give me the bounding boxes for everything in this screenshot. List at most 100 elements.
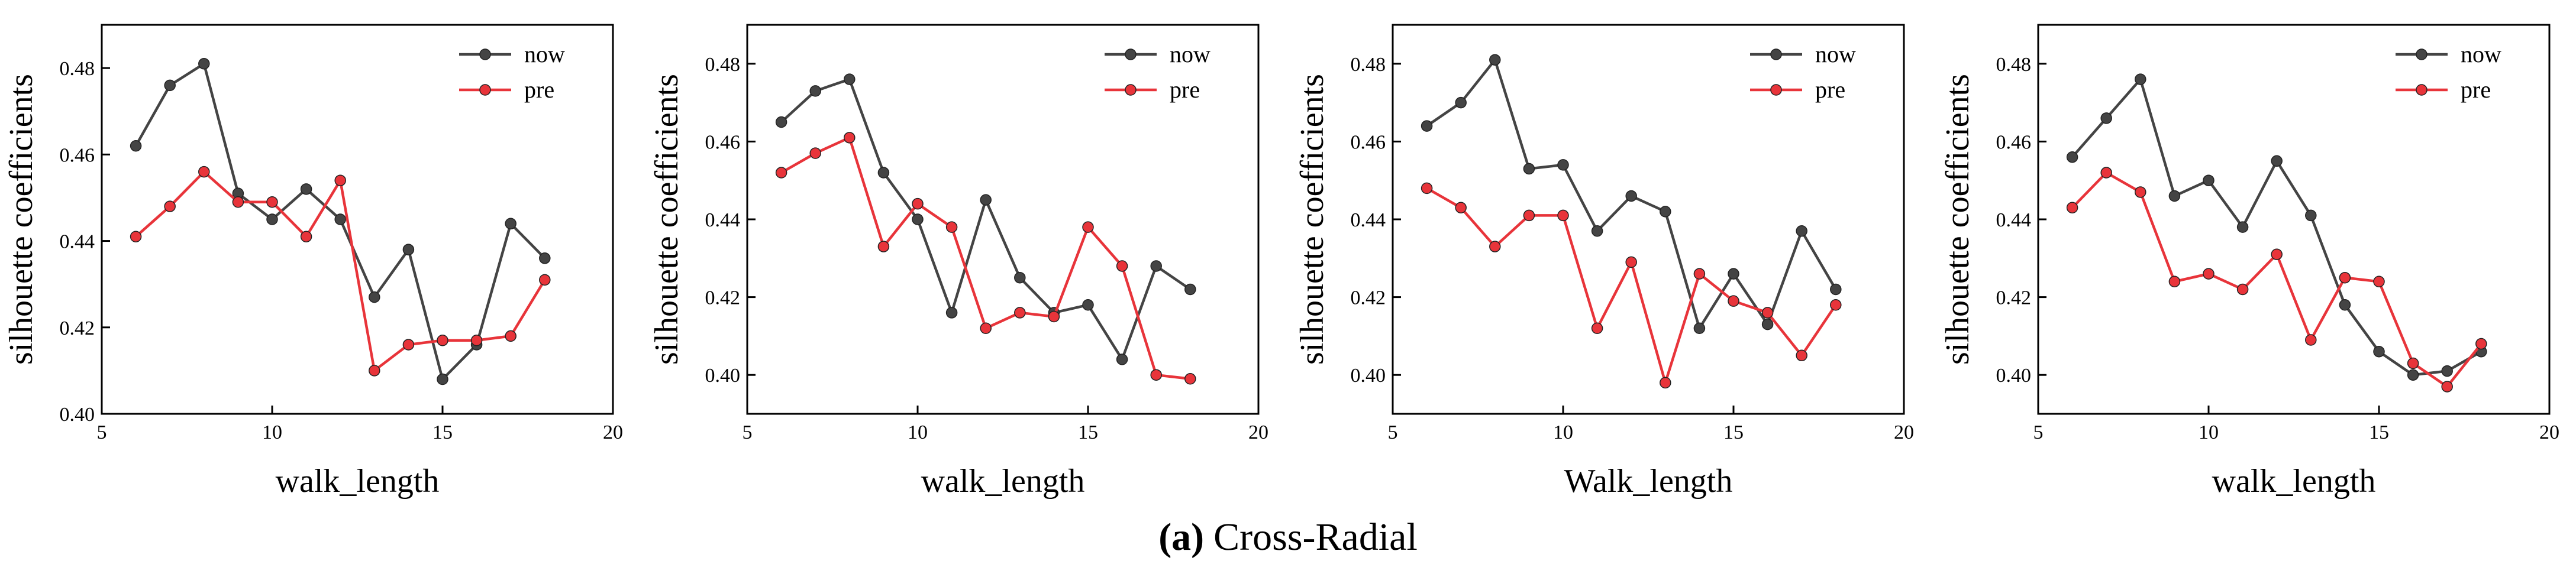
series-line-pre	[135, 170, 546, 373]
data-point-pre	[877, 241, 890, 252]
data-point-now	[1830, 283, 1842, 296]
data-point-now	[2135, 73, 2146, 85]
x-tick-label: 15	[2369, 422, 2389, 443]
caption-letter: (a)	[1158, 516, 1204, 559]
y-tick-label: 0.44	[60, 231, 95, 253]
data-point-now	[402, 244, 415, 255]
x-tick-label: 10	[262, 422, 282, 443]
y-tick-label: 0.48	[1351, 54, 1386, 76]
legend-label-now: now	[2461, 41, 2501, 67]
data-point-pre	[402, 339, 415, 351]
data-point-pre	[1830, 299, 1842, 311]
y-tick-label: 0.46	[1996, 131, 2032, 153]
x-tick-label: 5	[1388, 422, 1398, 443]
y-tick-label: 0.42	[1351, 287, 1386, 309]
chart-panel-3: 5 10 15 20 0.40 0.42 0.44 0.46 0.48 Walk_length si…	[1294, 24, 1914, 500]
data-point-pre	[2475, 338, 2487, 350]
data-point-now	[2305, 209, 2317, 222]
data-point-pre	[1455, 202, 1467, 214]
data-point-now	[2168, 190, 2181, 202]
data-point-pre	[945, 221, 958, 233]
y-axis-title: silhouette coefficients	[1294, 74, 1331, 365]
x-tick-label: 15	[1723, 422, 1744, 443]
legend-label-now: now	[524, 41, 565, 67]
data-point-pre	[164, 200, 176, 212]
x-axis-title: walk_length	[2212, 463, 2376, 500]
chart-panel-4: 5 10 15 20 0.40 0.42 0.44 0.46 0.48 walk_length si…	[1939, 24, 2559, 500]
chart-panels: 5 10 15 20 0.40 0.42 0.44 0.46 0.48 walk_length si…	[3, 24, 2559, 500]
legend-marker-pre	[479, 84, 491, 96]
data-point-pre	[1523, 209, 1535, 222]
data-point-now	[980, 194, 992, 206]
data-point-pre	[334, 174, 346, 186]
data-point-now	[945, 307, 958, 319]
x-tick-label: 15	[1078, 422, 1098, 443]
data-point-pre	[2236, 283, 2249, 296]
data-point-now	[2271, 155, 2283, 167]
data-point-pre	[470, 334, 483, 346]
data-point-now	[1625, 190, 1637, 202]
legend-marker-now	[2416, 48, 2427, 60]
data-point-pre	[2135, 186, 2146, 198]
data-point-now	[1557, 159, 1569, 171]
data-point-now	[1184, 283, 1196, 296]
data-point-pre	[1082, 221, 1094, 233]
legend-marker-now	[1770, 48, 1782, 60]
data-point-pre	[1761, 307, 1774, 319]
y-tick-label: 0.42	[705, 287, 741, 309]
y-tick-label: 0.48	[705, 54, 741, 76]
legend-label-now: now	[1170, 41, 1210, 67]
data-point-pre	[775, 167, 787, 179]
x-axis-title: Walk_length	[1564, 463, 1733, 500]
y-tick-label: 0.44	[1996, 209, 2032, 231]
series-line-now	[780, 77, 1192, 362]
x-axis-title: walk_length	[276, 463, 440, 500]
data-point-now	[1014, 271, 1026, 284]
data-point-now	[2339, 299, 2351, 311]
data-point-now	[775, 116, 787, 128]
legend-marker-pre	[1770, 84, 1782, 96]
y-axis-title: silhouette coefficients	[3, 74, 40, 365]
y-tick-label: 0.46	[705, 131, 741, 153]
series-line-pre	[1426, 187, 1837, 388]
x-axis-title: walk_length	[921, 463, 1085, 500]
x-tick-label: 10	[1553, 422, 1573, 443]
data-point-pre	[266, 196, 278, 208]
data-point-pre	[912, 197, 924, 210]
legend-label-pre: pre	[2461, 76, 2491, 103]
data-point-pre	[1489, 241, 1501, 252]
data-point-now	[809, 85, 821, 97]
data-point-pre	[2168, 275, 2181, 288]
y-tick-label: 0.46	[1351, 131, 1386, 153]
data-point-now	[1728, 268, 1739, 280]
data-point-pre	[369, 365, 380, 377]
y-tick-label: 0.40	[60, 404, 95, 426]
data-point-pre	[1184, 373, 1196, 385]
data-point-now	[1591, 225, 1603, 237]
data-point-now	[1455, 96, 1467, 109]
data-point-now	[164, 79, 176, 92]
x-tick-label: 20	[1894, 422, 1914, 443]
legend-marker-now	[479, 48, 491, 60]
data-point-now	[1660, 206, 1671, 218]
data-point-pre	[2339, 271, 2351, 284]
data-point-now	[1796, 225, 1807, 237]
data-point-pre	[1014, 307, 1026, 319]
data-point-pre	[1660, 377, 1671, 389]
x-tick-label: 20	[1248, 422, 1268, 443]
data-point-now	[2407, 369, 2419, 381]
data-point-pre	[539, 274, 551, 286]
data-point-pre	[2066, 202, 2078, 214]
y-tick-label: 0.42	[60, 317, 95, 339]
data-point-pre	[809, 147, 821, 159]
data-point-now	[1082, 299, 1094, 311]
data-point-now	[2203, 174, 2215, 186]
data-point-pre	[2203, 268, 2215, 280]
legend-label-pre: pre	[1170, 76, 1200, 103]
data-point-now	[2373, 345, 2385, 358]
data-point-pre	[1048, 310, 1060, 323]
data-point-pre	[505, 330, 517, 342]
data-point-pre	[1421, 182, 1433, 195]
data-point-now	[2100, 112, 2112, 124]
